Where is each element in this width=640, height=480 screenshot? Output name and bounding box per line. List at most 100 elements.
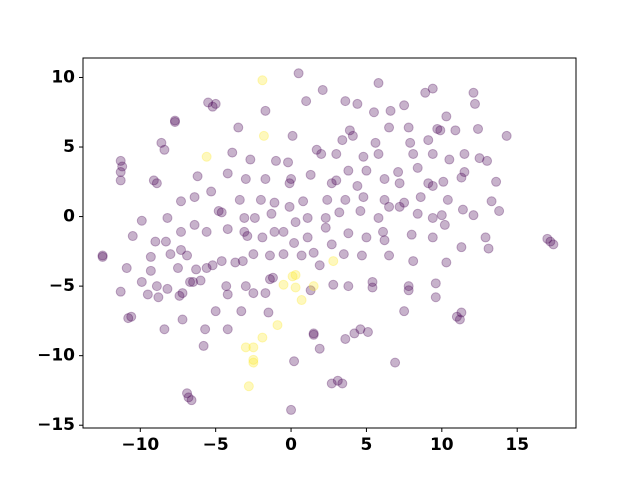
data-point	[221, 281, 232, 292]
data-point	[420, 87, 431, 98]
data-point	[145, 251, 156, 262]
data-point	[405, 137, 416, 148]
data-point	[287, 271, 298, 282]
x-tick-label: −5	[203, 435, 229, 455]
data-point	[283, 157, 294, 168]
data-point	[379, 194, 390, 205]
data-point	[367, 276, 378, 287]
data-point	[435, 125, 446, 136]
data-point	[174, 290, 185, 301]
data-point	[390, 357, 401, 368]
data-point	[343, 165, 354, 176]
data-point	[328, 256, 339, 267]
data-point	[284, 178, 295, 189]
data-point	[427, 83, 438, 94]
data-point	[317, 84, 328, 95]
data-point	[406, 229, 417, 240]
data-point	[340, 333, 351, 344]
data-point	[159, 144, 170, 155]
data-point	[334, 207, 345, 218]
data-point	[344, 125, 355, 136]
data-point	[302, 212, 313, 223]
data-point	[269, 226, 280, 237]
data-point	[427, 148, 438, 159]
data-point	[239, 212, 250, 223]
data-point	[340, 194, 351, 205]
data-point	[436, 210, 447, 221]
data-point	[222, 289, 233, 300]
data-point	[266, 208, 277, 219]
data-point	[430, 278, 441, 289]
data-point	[373, 212, 384, 223]
data-point	[393, 167, 404, 178]
data-point	[340, 96, 351, 107]
data-point	[459, 148, 470, 159]
data-point	[331, 148, 342, 159]
data-point	[165, 249, 176, 260]
data-point	[427, 232, 438, 243]
data-point	[356, 250, 367, 261]
data-point	[286, 174, 297, 185]
data-point	[355, 206, 366, 217]
data-point	[216, 256, 227, 267]
plot-frame	[82, 57, 577, 429]
data-point	[454, 314, 465, 325]
data-point	[331, 175, 342, 186]
data-point	[385, 105, 396, 116]
data-point	[293, 68, 304, 79]
data-point	[234, 194, 245, 205]
data-point	[117, 161, 128, 172]
data-point	[415, 192, 426, 203]
data-point	[332, 375, 343, 386]
data-point	[305, 285, 316, 296]
data-point	[201, 151, 212, 162]
data-point	[347, 130, 358, 141]
data-point	[394, 178, 405, 189]
data-point	[305, 169, 316, 180]
data-point	[457, 204, 468, 215]
data-point	[182, 388, 193, 399]
data-point	[486, 196, 497, 207]
data-point	[373, 78, 384, 89]
data-point	[175, 196, 186, 207]
data-point	[358, 192, 369, 203]
data-point	[355, 324, 366, 335]
data-point	[298, 196, 309, 207]
data-point	[459, 167, 470, 178]
data-point	[136, 276, 147, 287]
data-point	[136, 215, 147, 226]
data-point	[399, 197, 410, 208]
data-point	[192, 171, 203, 182]
data-point	[201, 226, 212, 237]
data-point	[162, 283, 173, 294]
data-point	[289, 356, 300, 367]
data-point	[233, 122, 244, 133]
data-point	[257, 75, 268, 86]
data-point	[542, 233, 553, 244]
data-point	[263, 307, 274, 318]
data-point	[248, 288, 259, 299]
data-point	[151, 178, 162, 189]
data-point	[248, 354, 259, 365]
data-point	[230, 257, 241, 268]
data-point	[286, 404, 297, 415]
data-point	[384, 201, 395, 212]
data-point	[201, 263, 212, 274]
data-point	[474, 153, 485, 164]
data-point	[269, 197, 280, 208]
data-point	[127, 231, 138, 242]
data-point	[162, 212, 173, 223]
data-point	[169, 115, 180, 126]
data-point	[408, 256, 419, 267]
data-point	[308, 281, 319, 292]
data-point	[189, 192, 200, 203]
x-tick-label: 0	[285, 435, 297, 455]
data-point	[123, 313, 134, 324]
data-point	[207, 101, 218, 112]
data-point	[483, 243, 494, 254]
data-point	[337, 378, 348, 389]
data-point	[159, 324, 170, 335]
data-point	[441, 111, 452, 122]
data-point	[240, 342, 251, 353]
data-point	[308, 329, 319, 340]
